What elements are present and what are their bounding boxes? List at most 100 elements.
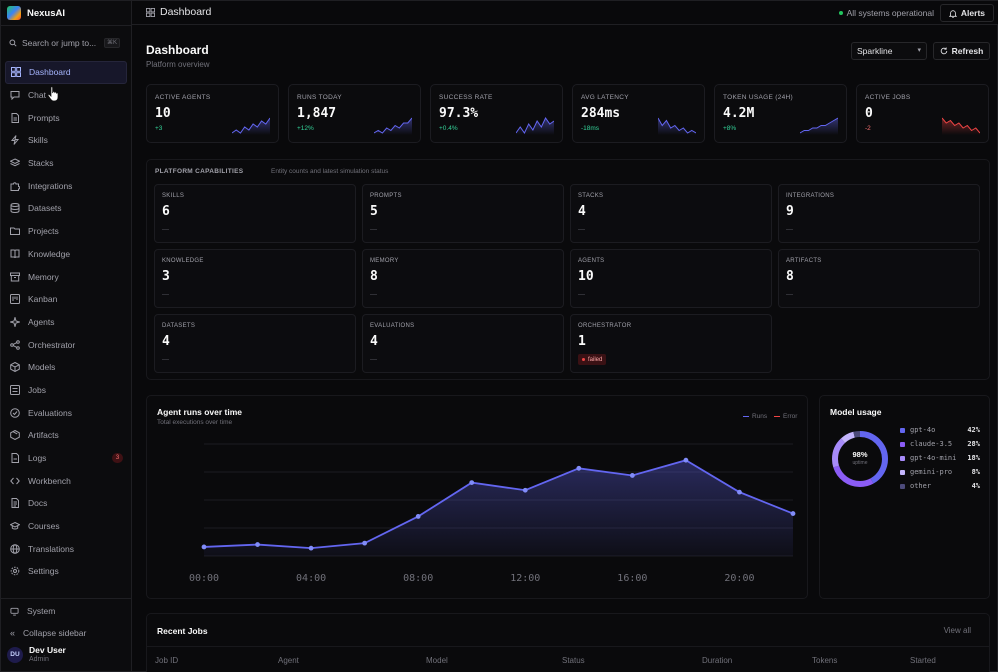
runs-point[interactable] — [255, 542, 260, 547]
column-header[interactable]: Tokens — [812, 656, 838, 665]
kanban-icon — [10, 294, 20, 305]
runs-chart-subtitle: Total executions over time — [157, 419, 233, 426]
model-name: gemini-pro — [910, 468, 953, 476]
sidebar-nav: Dashboard Chat Prompts Skills Stacks Integrat… — [5, 61, 127, 583]
sidebar-item-knowledge[interactable]: Knowledge — [5, 243, 127, 266]
runs-point[interactable] — [576, 465, 582, 471]
capability-count: 8 — [370, 269, 378, 284]
capability-card-orchestrator[interactable]: ORCHESTRATOR 1 failed — [570, 314, 772, 373]
sidebar-item-courses[interactable]: Courses — [5, 515, 127, 538]
column-header[interactable]: Model — [426, 656, 448, 665]
shortcut-hint: ⌘K — [103, 38, 120, 48]
sidebar-item-projects[interactable]: Projects — [5, 220, 127, 243]
capabilities-title: PLATFORM CAPABILITIES — [155, 168, 244, 175]
column-header[interactable]: Agent — [278, 656, 299, 665]
alerts-button[interactable]: Alerts — [939, 4, 994, 22]
stat-card[interactable]: AVG LATENCY 284ms -18ms — [572, 84, 705, 143]
column-header[interactable]: Started — [910, 656, 936, 665]
stat-value: 0 — [865, 106, 873, 121]
sidebar-item-evaluations[interactable]: Evaluations — [5, 401, 127, 424]
runs-point[interactable] — [683, 457, 689, 463]
column-header[interactable]: Status — [562, 656, 585, 665]
sidebar-item-integrations[interactable]: Integrations — [5, 174, 127, 197]
stat-delta: -2 — [865, 125, 871, 132]
capability-card-memory[interactable]: MEMORY 8 — — [362, 249, 564, 308]
stat-card[interactable]: ACTIVE JOBS 0 -2 — [856, 84, 989, 143]
sidebar-item-datasets[interactable]: Datasets — [5, 197, 127, 220]
recent-jobs-title: Recent Jobs — [157, 626, 208, 636]
model-share: 18% — [967, 454, 980, 462]
sidebar-item-prompts[interactable]: Prompts — [5, 106, 127, 129]
runs-point[interactable] — [737, 489, 742, 495]
capability-card-artifacts[interactable]: ARTIFACTS 8 — — [778, 249, 980, 308]
runs-point[interactable] — [469, 480, 475, 486]
model-swatch — [900, 441, 905, 447]
sidebar-item-docs[interactable]: Docs — [5, 492, 127, 515]
capability-status: — — [578, 291, 585, 298]
capability-card-integrations[interactable]: INTEGRATIONS 9 — — [778, 184, 980, 243]
sidebar-item-agents[interactable]: Agents — [5, 311, 127, 334]
donut-slice[interactable] — [832, 431, 888, 487]
donut-slice[interactable] — [832, 431, 888, 487]
sparkline-line — [232, 117, 270, 134]
view-all-link[interactable]: View all — [943, 626, 971, 635]
sidebar: NexusAI Search or jump to... ⌘K Dashboar… — [1, 1, 132, 671]
sidebar-item-memory[interactable]: Memory — [5, 265, 127, 288]
sidebar-item-models[interactable]: Models — [5, 356, 127, 379]
refresh-button[interactable]: Refresh — [933, 42, 990, 60]
capability-card-prompts[interactable]: PROMPTS 5 — — [362, 184, 564, 243]
capability-card-skills[interactable]: SKILLS 6 — — [154, 184, 356, 243]
sidebar-item-translations[interactable]: Translations — [5, 537, 127, 560]
sidebar-item-workbench[interactable]: Workbench — [5, 469, 127, 492]
user-menu[interactable]: DU Dev User Admin — [7, 645, 66, 664]
search-input[interactable]: Search or jump to... ⌘K — [5, 35, 123, 51]
sidebar-item-stacks[interactable]: Stacks — [5, 152, 127, 175]
sidebar-item-settings[interactable]: Settings — [5, 560, 127, 583]
capability-card-evaluations[interactable]: EVALUATIONS 4 — — [362, 314, 564, 373]
stat-card[interactable]: ACTIVE AGENTS 10 +3 — [146, 84, 279, 143]
capability-card-stacks[interactable]: STACKS 4 — — [570, 184, 772, 243]
sidebar-item-label: Docs — [28, 498, 48, 509]
runs-point[interactable] — [522, 487, 528, 493]
stat-card[interactable]: SUCCESS RATE 97.3% +0.4% — [430, 84, 563, 143]
collapse-sidebar-button[interactable]: « Collapse sidebar — [5, 623, 127, 643]
sidebar-item-dashboard[interactable]: Dashboard — [5, 61, 127, 84]
capabilities-panel: PLATFORM CAPABILITIES Entity counts and … — [146, 159, 990, 380]
stat-card[interactable]: RUNS TODAY 1,847 +12% — [288, 84, 421, 143]
donut-slice[interactable] — [832, 431, 888, 487]
bell-icon — [948, 9, 957, 18]
model-swatch — [900, 469, 905, 475]
box-icon — [10, 362, 20, 373]
column-header[interactable]: Duration — [702, 656, 733, 665]
runs-point[interactable] — [790, 511, 796, 516]
sparkline — [232, 117, 270, 135]
sidebar-item-label: Logs — [28, 453, 47, 464]
runs-point[interactable] — [362, 540, 368, 546]
sidebar-item-artifacts[interactable]: Artifacts — [5, 424, 127, 447]
capability-card-datasets[interactable]: DATASETS 4 — — [154, 314, 356, 373]
sidebar-item-jobs[interactable]: Jobs — [5, 379, 127, 402]
sidebar-item-chat[interactable]: Chat — [5, 84, 127, 107]
runs-point[interactable] — [629, 473, 635, 478]
sidebar-item-orchestrator[interactable]: Orchestrator — [5, 333, 127, 356]
capability-card-knowledge[interactable]: KNOWLEDGE 3 — — [154, 249, 356, 308]
system-button[interactable]: System — [5, 601, 127, 621]
puzzle-icon — [10, 181, 20, 191]
stat-value: 10 — [155, 106, 171, 121]
sparkline — [942, 117, 980, 135]
sidebar-item-skills[interactable]: Skills — [5, 129, 127, 152]
sidebar-item-kanban[interactable]: Kanban — [5, 288, 127, 311]
sidebar-item-logs[interactable]: Logs 3 — [5, 447, 127, 470]
capability-card-agents[interactable]: AGENTS 10 — — [570, 249, 772, 308]
runs-point[interactable] — [201, 544, 207, 550]
model-usage-donut — [832, 431, 888, 487]
runs-point[interactable] — [308, 545, 314, 551]
system-label: System — [27, 606, 56, 616]
runs-point[interactable] — [415, 514, 421, 519]
model-name: claude-3.5 — [910, 440, 953, 448]
sidebar-item-label: Settings — [28, 566, 59, 577]
column-header[interactable]: Job ID — [155, 656, 179, 665]
stat-card[interactable]: TOKEN USAGE (24H) 4.2M +8% — [714, 84, 847, 143]
brand[interactable]: NexusAI — [7, 5, 65, 21]
view-mode-select[interactable]: Sparkline ▾ — [851, 42, 927, 60]
